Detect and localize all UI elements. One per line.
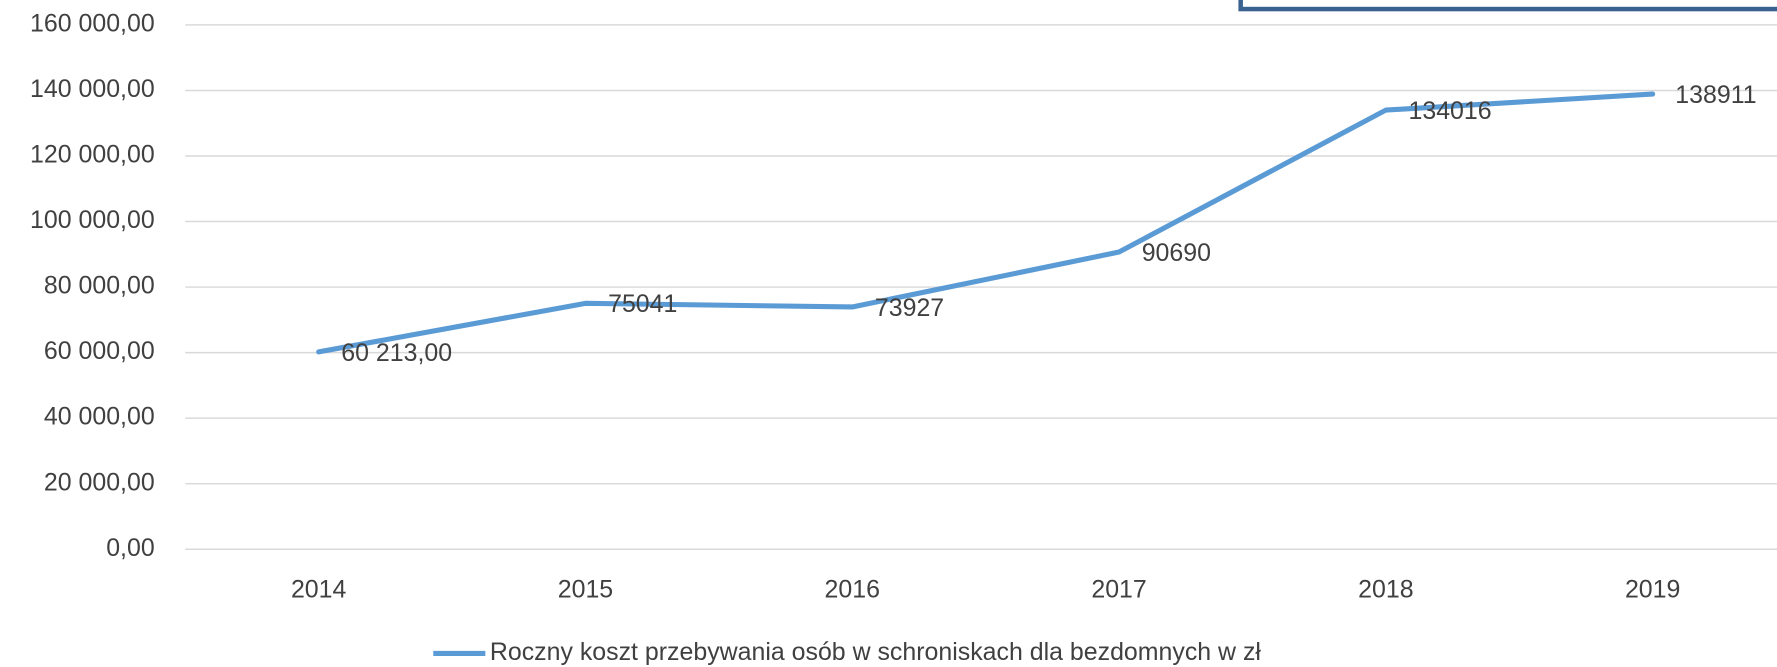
y-tick-label: 160 000,00 bbox=[30, 9, 155, 37]
x-tick-label: 2018 bbox=[1358, 576, 1413, 604]
y-tick-label: 120 000,00 bbox=[30, 141, 155, 169]
x-tick-label: 2015 bbox=[558, 576, 613, 604]
x-tick-label: 2017 bbox=[1091, 576, 1146, 604]
series-line bbox=[316, 91, 1656, 355]
data-label: 75041 bbox=[608, 290, 677, 318]
y-tick-label: 0,00 bbox=[106, 534, 154, 562]
data-label: 90690 bbox=[1142, 239, 1211, 267]
y-tick-label: 40 000,00 bbox=[44, 403, 155, 431]
legend-label: Roczny koszt przebywania osób w schronis… bbox=[490, 638, 1262, 666]
y-tick-label: 60 000,00 bbox=[44, 337, 155, 365]
y-tick-label: 100 000,00 bbox=[30, 206, 155, 234]
y-tick-label: 140 000,00 bbox=[30, 75, 155, 103]
data-label: 73927 bbox=[875, 294, 944, 322]
x-tick-label: 2014 bbox=[291, 576, 347, 604]
y-tick-label: 80 000,00 bbox=[44, 272, 155, 300]
title-box bbox=[1238, 0, 1777, 12]
data-label: 138911 bbox=[1675, 81, 1756, 109]
data-label: 134016 bbox=[1409, 97, 1492, 125]
x-tick-label: 2019 bbox=[1625, 576, 1680, 604]
y-tick-label: 20 000,00 bbox=[44, 468, 155, 496]
data-label: 60 213,00 bbox=[341, 339, 452, 367]
x-tick-label: 2016 bbox=[825, 576, 880, 604]
